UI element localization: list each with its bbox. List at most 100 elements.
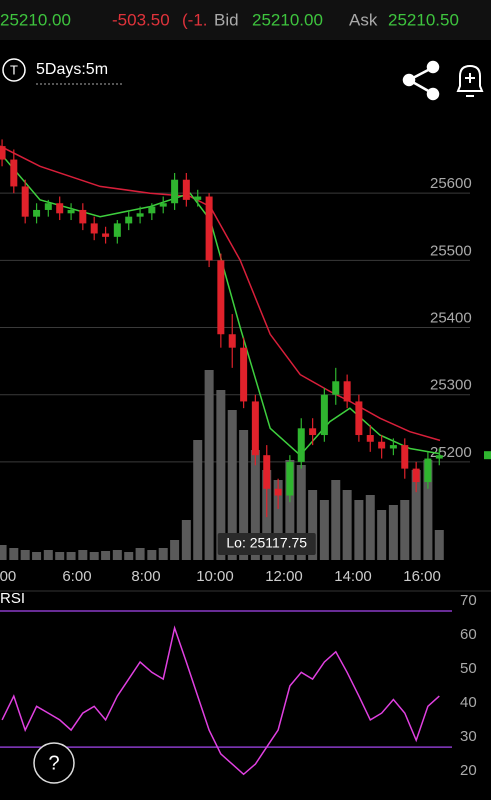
- candle-body: [240, 347, 248, 402]
- candle-body: [320, 394, 328, 436]
- y-tick-label: 25400: [430, 310, 472, 327]
- help-icon[interactable]: ?: [48, 752, 59, 774]
- candle-body: [21, 186, 29, 217]
- rsi-line: [1, 625, 440, 776]
- candle-body: [33, 209, 41, 217]
- tool-button[interactable]: [2, 58, 26, 82]
- volume-bar: [32, 552, 42, 560]
- volume-bar: [181, 520, 191, 560]
- x-tick-label: 6:00: [62, 568, 91, 585]
- share-button[interactable]: [402, 60, 440, 101]
- x-tick-label: 14:00: [334, 568, 372, 585]
- candle-body: [378, 441, 386, 449]
- candle-body: [263, 455, 271, 489]
- candle-body: [44, 203, 52, 210]
- quote-bar: [0, 0, 491, 40]
- help-button[interactable]: [33, 742, 75, 784]
- candle-body: [79, 209, 87, 224]
- volume-bar: [308, 490, 318, 560]
- y-tick-label: 50: [460, 660, 477, 677]
- volume-bar: [78, 550, 88, 560]
- candle-body: [309, 428, 317, 436]
- candle-body: [125, 216, 133, 224]
- candle-body: [90, 223, 98, 234]
- candle-body: [412, 468, 420, 483]
- tool-icon[interactable]: T: [10, 62, 18, 77]
- bell: [456, 64, 484, 92]
- share-node: [402, 73, 416, 87]
- moving-average: [0, 152, 441, 457]
- candle-body: [332, 381, 340, 395]
- volume-bar: [411, 470, 421, 560]
- volume-bar: [250, 450, 260, 560]
- volume-bar: [239, 430, 249, 560]
- bid-label: Bid: [214, 10, 239, 29]
- candle-body: [182, 179, 190, 200]
- volume-bar: [204, 370, 214, 560]
- candle-body: [205, 196, 213, 261]
- candle-body: [171, 179, 179, 204]
- candle-body: [435, 455, 443, 459]
- candle-body: [10, 159, 18, 187]
- candle-body: [297, 428, 305, 462]
- panel-title: RSI: [0, 590, 25, 607]
- volume-bar: [193, 440, 203, 560]
- volume-bar: [285, 460, 295, 560]
- y-tick-label: 40: [460, 694, 477, 711]
- y-tick-label: 25500: [430, 242, 472, 259]
- volume-bar: [0, 545, 7, 560]
- candle-body: [389, 445, 397, 449]
- volume-bar: [9, 548, 19, 560]
- candle-body: [217, 260, 225, 335]
- volume-bar: [216, 390, 226, 560]
- volume-bar: [365, 495, 375, 560]
- volume-bar: [434, 530, 444, 560]
- candle-body: [424, 458, 432, 483]
- candle-body: [56, 203, 64, 214]
- moving-average: [0, 145, 441, 442]
- volume-bar: [342, 490, 352, 560]
- volume-bar: [296, 465, 306, 560]
- volume-bar: [388, 505, 398, 560]
- volume-bar: [89, 552, 99, 560]
- volume-bar: [400, 500, 410, 560]
- candle-body: [228, 334, 236, 348]
- x-tick-label: 00: [0, 568, 16, 585]
- candle-body: [355, 401, 363, 436]
- timeframe[interactable]: 5Days:5m: [36, 61, 108, 78]
- alert-button[interactable]: [456, 64, 484, 97]
- candle-body: [286, 461, 294, 496]
- volume-bar: [147, 550, 157, 560]
- candle-body: [0, 146, 6, 160]
- volume-bar: [331, 480, 341, 560]
- candle-body: [274, 488, 282, 496]
- candle-body: [401, 445, 409, 469]
- candle-body: [67, 209, 75, 214]
- y-tick-label: 20: [460, 762, 477, 779]
- volume-bar: [66, 552, 76, 560]
- volume-bar: [135, 548, 145, 560]
- annotation-box: [217, 533, 316, 555]
- y-tick-label: 25600: [430, 175, 472, 192]
- y-tick-label: 25300: [430, 377, 472, 394]
- volume-bar: [55, 552, 65, 560]
- candle-body: [251, 401, 259, 456]
- volume-bar: [273, 480, 283, 560]
- x-tick-label: 16:00: [403, 568, 441, 585]
- volume-bar: [158, 548, 168, 560]
- x-tick-label: 12:00: [265, 568, 303, 585]
- candle-body: [113, 223, 121, 237]
- y-tick-label: 60: [460, 626, 477, 643]
- x-tick-label: 10:00: [196, 568, 234, 585]
- volume-bar: [101, 551, 111, 560]
- volume-bar: [377, 510, 387, 560]
- change-pct: (-1.: [182, 10, 208, 29]
- ask: 25210.50: [388, 10, 459, 29]
- volume-bar: [20, 550, 30, 560]
- volume-bar: [423, 460, 433, 560]
- annotation: Lo: 25117.75: [226, 535, 307, 551]
- candle-body: [366, 435, 374, 442]
- ask-label: Ask: [349, 10, 378, 29]
- volume-bar: [319, 500, 329, 560]
